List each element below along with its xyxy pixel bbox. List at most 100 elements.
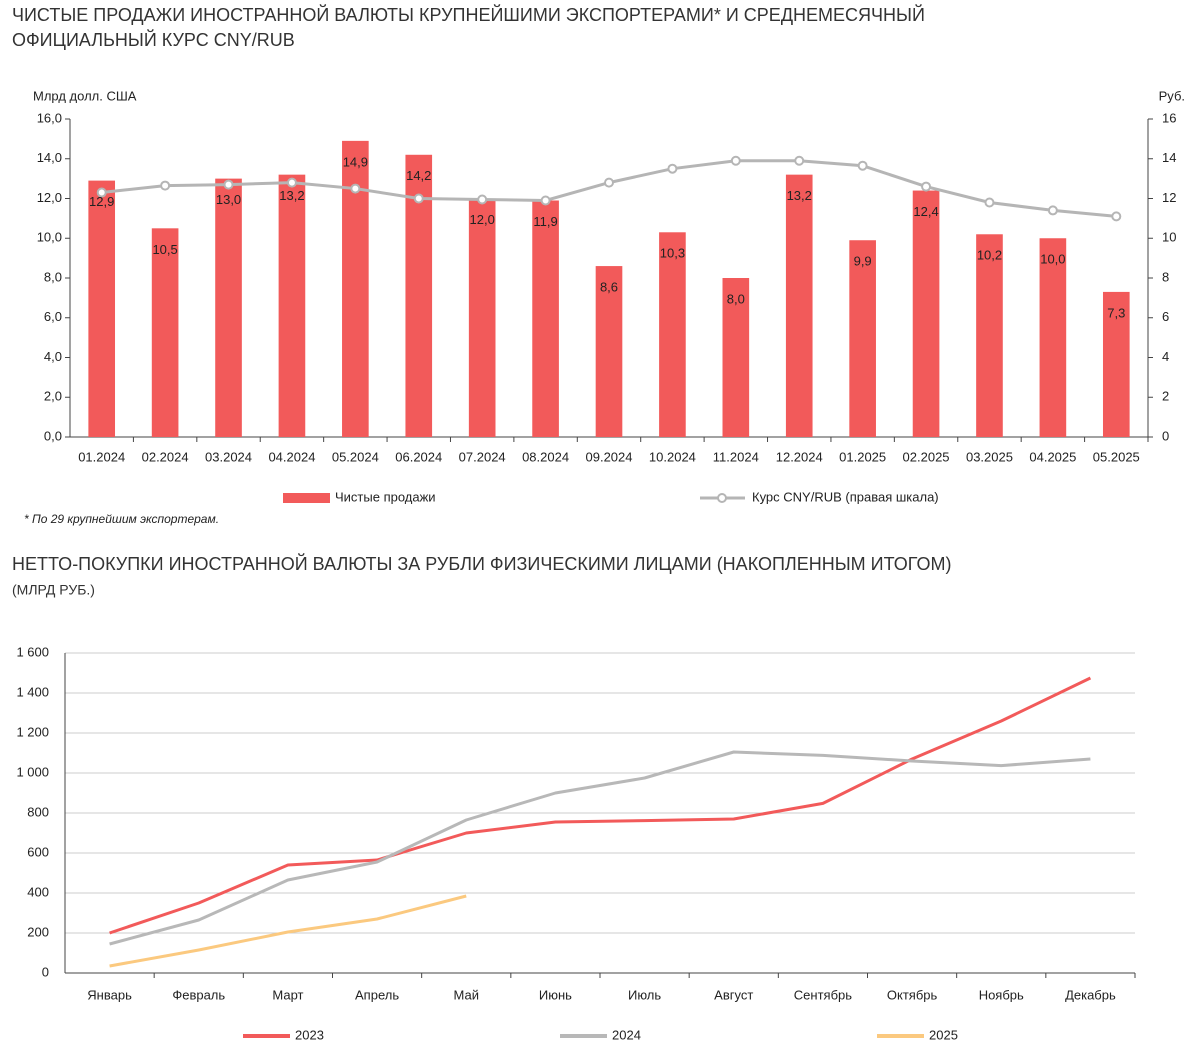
line-marker — [730, 155, 741, 166]
x-tick-label: 12.2024 — [776, 449, 823, 464]
x-tick-label: 05.2025 — [1093, 449, 1140, 464]
y2-tick-label: 12 — [1162, 190, 1176, 205]
y-tick-label: 800 — [27, 804, 49, 819]
x-tick-label: Апрель — [355, 987, 399, 1002]
legend-label: Курс CNY/RUB (правая шкала) — [752, 489, 939, 504]
legend-marker — [717, 493, 727, 503]
x-tick-label: 06.2024 — [395, 449, 442, 464]
x-tick-label: 03.2025 — [966, 449, 1013, 464]
x-tick-label: Май — [454, 987, 479, 1002]
data-label: 10,2 — [977, 248, 1002, 263]
y2-tick-label: 2 — [1162, 389, 1169, 404]
line-marker — [921, 181, 932, 192]
x-tick-label: 11.2024 — [713, 449, 759, 464]
line — [109, 676, 1092, 935]
y-tick-label: 14,0 — [37, 150, 62, 165]
data-label: 10,3 — [660, 246, 685, 261]
data-label: 12,4 — [913, 204, 938, 219]
line-marker — [477, 194, 488, 205]
line-marker — [794, 155, 805, 166]
line-marker — [604, 177, 614, 188]
line-marker — [540, 195, 551, 206]
x-tick-label: 01.2024 — [78, 449, 125, 464]
data-label: 13,2 — [279, 188, 304, 203]
y-tick-label: 1 600 — [16, 644, 49, 659]
bar — [151, 228, 179, 437]
line-marker — [984, 197, 995, 208]
line-marker — [286, 177, 297, 188]
line-marker — [160, 180, 171, 191]
y2-tick-label: 8 — [1162, 269, 1169, 284]
legend-label: 2023 — [295, 1027, 324, 1042]
y-tick-label: 2,0 — [44, 389, 62, 404]
y-tick-label: 4,0 — [44, 349, 62, 364]
y-tick-label: 12,0 — [37, 190, 62, 205]
y2-tick-label: 0 — [1162, 428, 1169, 443]
x-tick-label: Ноябрь — [979, 987, 1024, 1002]
line-marker — [223, 179, 234, 190]
chart-title: НЕТТО-ПОКУПКИ ИНОСТРАННОЙ ВАЛЮТЫ ЗА РУБЛ… — [12, 553, 952, 574]
y-tick-label: 6,0 — [44, 309, 62, 324]
x-tick-label: Март — [272, 987, 303, 1002]
data-label: 8,6 — [600, 280, 618, 295]
chart-subtitle: (МЛРД РУБ.) — [12, 582, 95, 598]
line-marker — [1047, 205, 1058, 216]
x-tick-label: Сентябрь — [794, 987, 852, 1002]
x-tick-label: 05.2024 — [332, 449, 379, 464]
legend-label: 2025 — [929, 1027, 958, 1042]
bar — [976, 234, 1003, 437]
y2-tick-label: 16 — [1162, 110, 1176, 125]
x-tick-label: 03.2024 — [205, 449, 252, 464]
data-label: 9,9 — [854, 254, 872, 269]
bar — [215, 178, 242, 437]
data-label: 12,9 — [89, 194, 114, 209]
line-marker — [350, 183, 361, 194]
data-label: 13,2 — [787, 188, 812, 203]
x-tick-label: Февраль — [172, 987, 225, 1002]
y-tick-label: 8,0 — [44, 269, 62, 284]
bar — [659, 232, 686, 437]
chart-title: ЧИСТЫЕ ПРОДАЖИ ИНОСТРАННОЙ ВАЛЮТЫ КРУПНЕ… — [12, 4, 925, 25]
y-axis-label: Млрд долл. США — [33, 88, 137, 103]
x-tick-label: Октябрь — [887, 987, 938, 1002]
data-label: 8,0 — [727, 291, 745, 306]
y2-axis-label: Руб. — [1159, 88, 1185, 103]
legend-swatch — [283, 493, 330, 503]
bar — [785, 174, 813, 437]
bar — [849, 240, 876, 437]
y-tick-label: 200 — [27, 924, 49, 939]
y2-tick-label: 14 — [1162, 150, 1176, 165]
line-marker — [857, 160, 868, 171]
bar — [912, 190, 940, 437]
data-label: 10,5 — [152, 242, 177, 257]
x-tick-label: 08.2024 — [522, 449, 569, 464]
data-label: 7,3 — [1107, 305, 1125, 320]
y-tick-label: 1 000 — [16, 764, 49, 779]
data-label: 13,0 — [216, 192, 241, 207]
bar — [595, 266, 623, 437]
y-tick-label: 1 200 — [16, 724, 49, 739]
bar — [278, 174, 306, 437]
line-marker — [1111, 211, 1122, 222]
data-label: 10,0 — [1040, 252, 1065, 267]
data-label: 14,2 — [406, 168, 431, 183]
bar — [468, 198, 496, 437]
x-tick-label: 02.2025 — [903, 449, 950, 464]
x-tick-label: Июль — [628, 987, 661, 1002]
x-tick-label: 02.2024 — [142, 449, 189, 464]
x-tick-label: 01.2025 — [839, 449, 886, 464]
x-tick-label: 09.2024 — [586, 449, 633, 464]
line — [109, 894, 467, 968]
chart-subtitle: ОФИЦИАЛЬНЫЙ КУРС CNY/RUB — [12, 29, 295, 50]
y-tick-label: 400 — [27, 884, 49, 899]
line-marker — [96, 187, 107, 198]
legend-label: 2024 — [612, 1027, 641, 1042]
line — [101, 159, 1117, 218]
x-tick-label: Январь — [87, 987, 132, 1002]
y-tick-label: 10,0 — [37, 230, 62, 245]
bar — [88, 180, 116, 438]
y-tick-label: 0,0 — [44, 428, 62, 443]
legend-label: Чистые продажи — [335, 489, 436, 504]
bar — [1102, 291, 1130, 437]
